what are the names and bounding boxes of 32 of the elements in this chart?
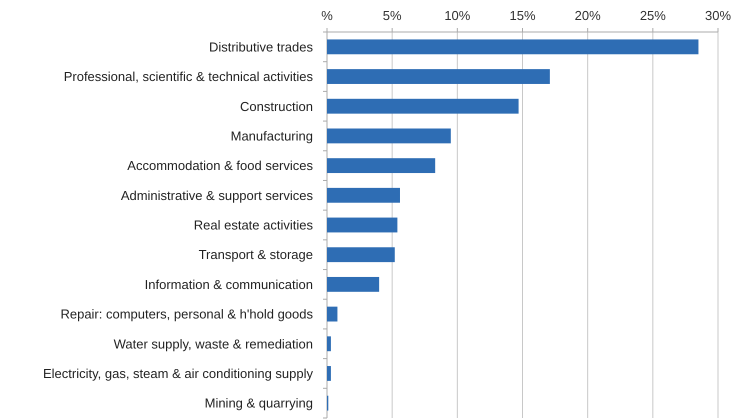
y-tick-label: Administrative & support services [120,188,314,203]
y-tick-label: Real estate activities [194,218,314,233]
y-tick-label: Water supply, waste & remediation [114,336,313,352]
y-tick-label: Repair: computers, personal & h'hold goods [60,306,314,322]
bar [327,247,395,262]
x-tick-label: 25% [640,8,666,23]
y-tick-label: Construction [240,98,313,114]
bar [327,128,451,144]
x-tick-label: 30% [704,8,732,23]
x-tick-label: 10% [444,8,471,23]
bar [327,39,698,54]
y-tick-label: Mining & quarrying [204,396,313,411]
y-tick-label: Manufacturing [230,128,313,144]
y-tick-label: Accommodation & food services [127,158,314,174]
x-tick-label: 20% [574,8,602,23]
bar [327,276,380,292]
x-tick-label: % [321,8,334,23]
bar [327,366,331,381]
y-tick-label: Information & communication [144,276,313,292]
x-tick-label: 5% [382,8,402,23]
bar [327,218,398,232]
bar [327,158,436,174]
y-tick-label: Distributive trades [208,39,314,54]
bar [327,98,519,114]
y-tick-label: Transport & storage [198,247,313,262]
bar [327,69,550,84]
bar [327,336,331,352]
y-tick-label: Electricity, gas, steam & air conditioning supply [43,366,314,382]
bar [327,188,400,203]
bar [327,306,338,322]
y-tick-label: Professional, scientific & technical activities [64,69,314,84]
x-tick-label: 15% [509,8,536,23]
